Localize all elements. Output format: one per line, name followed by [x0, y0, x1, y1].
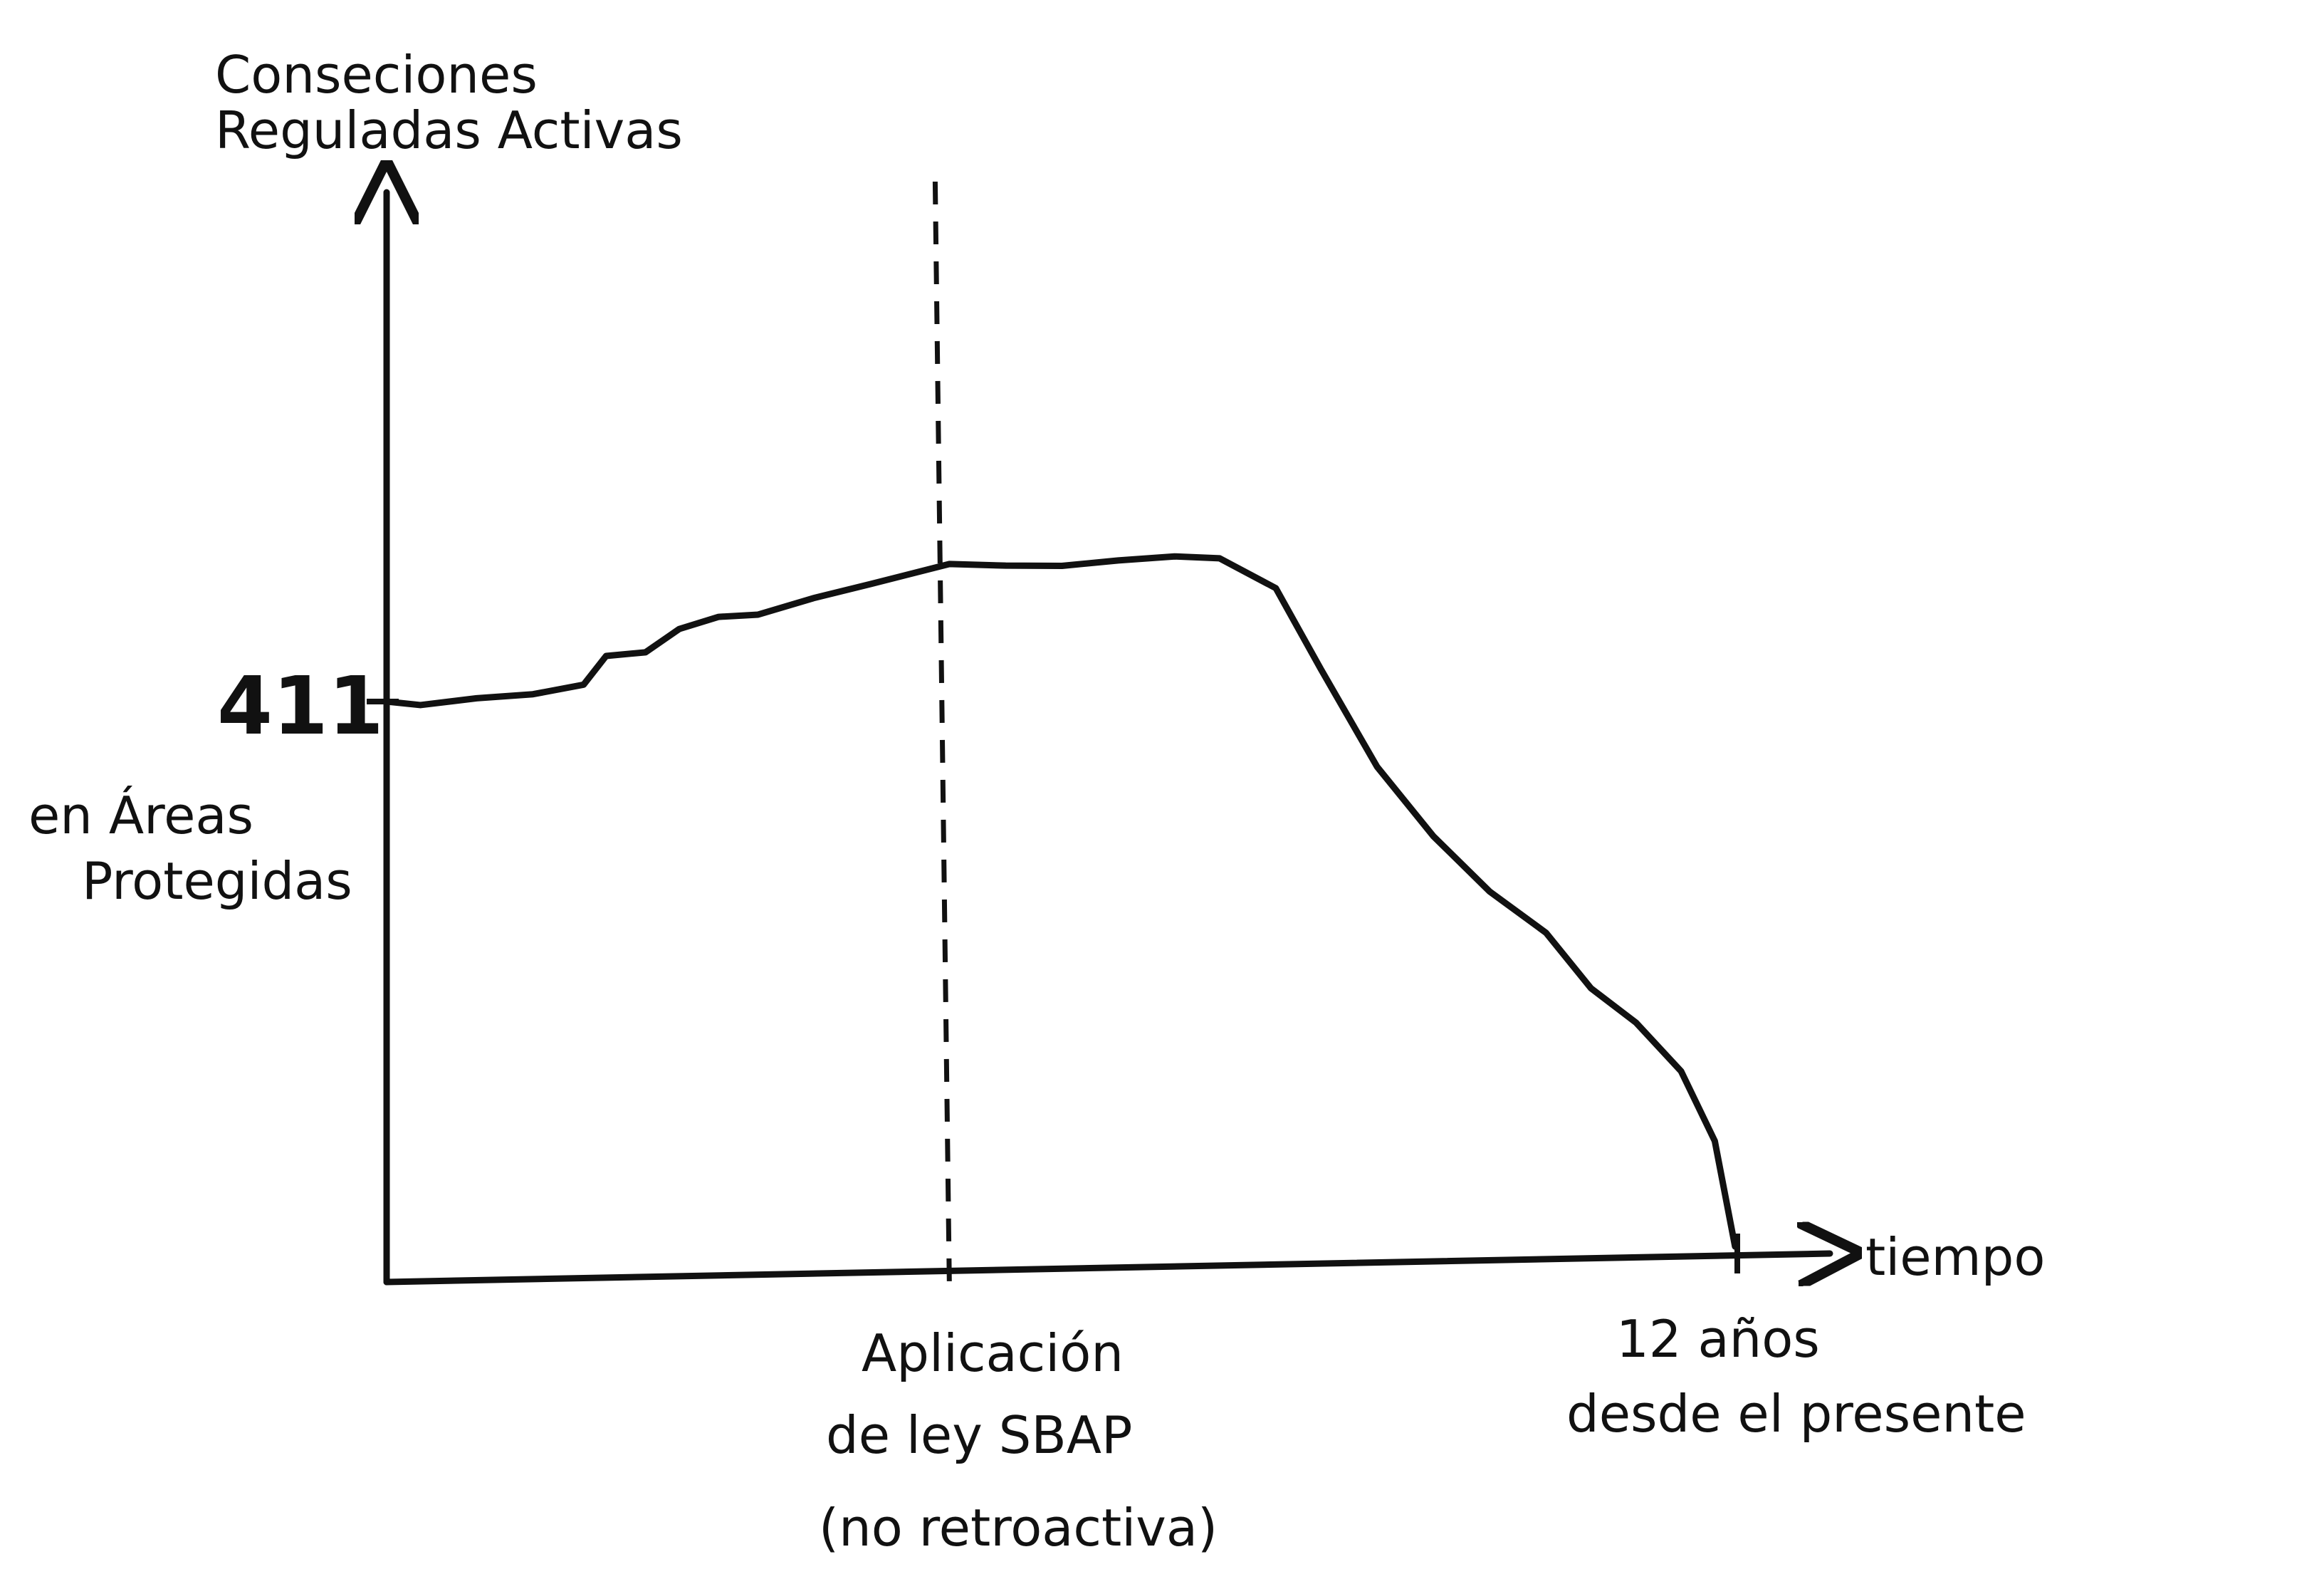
data-point	[1680, 1070, 1682, 1072]
vline-label-line-3: (no retroactiva)	[819, 1498, 1218, 1558]
x-axis	[383, 1254, 1830, 1282]
data-point	[1714, 1140, 1716, 1142]
y-axis-label-line-2: Reguladas Activas	[215, 100, 683, 160]
data-point	[605, 655, 607, 657]
y-tick-note-line-2: Protegidas	[82, 851, 352, 911]
data-point	[1005, 565, 1007, 567]
data-point	[644, 651, 647, 653]
y-axis-label-line-1: Conseciones	[215, 45, 538, 105]
data-point	[1376, 766, 1378, 768]
y-tick-label: 411	[217, 660, 384, 753]
data-point	[1320, 668, 1322, 670]
data-point	[476, 697, 478, 699]
data-point	[386, 701, 387, 702]
data-point	[1218, 557, 1220, 559]
x-end-label-line-2: desde el presente	[1566, 1384, 2026, 1444]
data-point	[1635, 1021, 1637, 1023]
data-point	[582, 684, 585, 686]
data-point	[1734, 1246, 1736, 1248]
data-point	[532, 693, 534, 695]
data-points	[386, 556, 1736, 1248]
data-point	[813, 597, 815, 599]
data-point	[869, 583, 872, 585]
x-axis-label: tiempo	[1865, 1227, 2045, 1287]
data-point	[1489, 890, 1491, 892]
data-point	[1433, 835, 1435, 838]
series-line	[383, 553, 1739, 1250]
data-point	[948, 563, 951, 565]
data-point	[1590, 987, 1592, 989]
vline-label-line-2: de ley SBAP	[826, 1405, 1132, 1465]
vline-label-line-1: Aplicación	[862, 1323, 1124, 1383]
x-end-label-line-1: 12 años	[1616, 1309, 1820, 1369]
data-point	[679, 628, 681, 630]
data-point	[1545, 932, 1547, 934]
y-tick-note-line-1: en Áreas	[28, 786, 253, 845]
data-point	[718, 616, 720, 618]
data-point	[1061, 565, 1063, 567]
data-point	[1117, 559, 1119, 561]
data-point	[1274, 587, 1277, 589]
data-point	[757, 613, 759, 615]
sbap-reference-line	[932, 181, 952, 1288]
data-point	[1173, 556, 1176, 558]
data-point	[419, 704, 422, 706]
